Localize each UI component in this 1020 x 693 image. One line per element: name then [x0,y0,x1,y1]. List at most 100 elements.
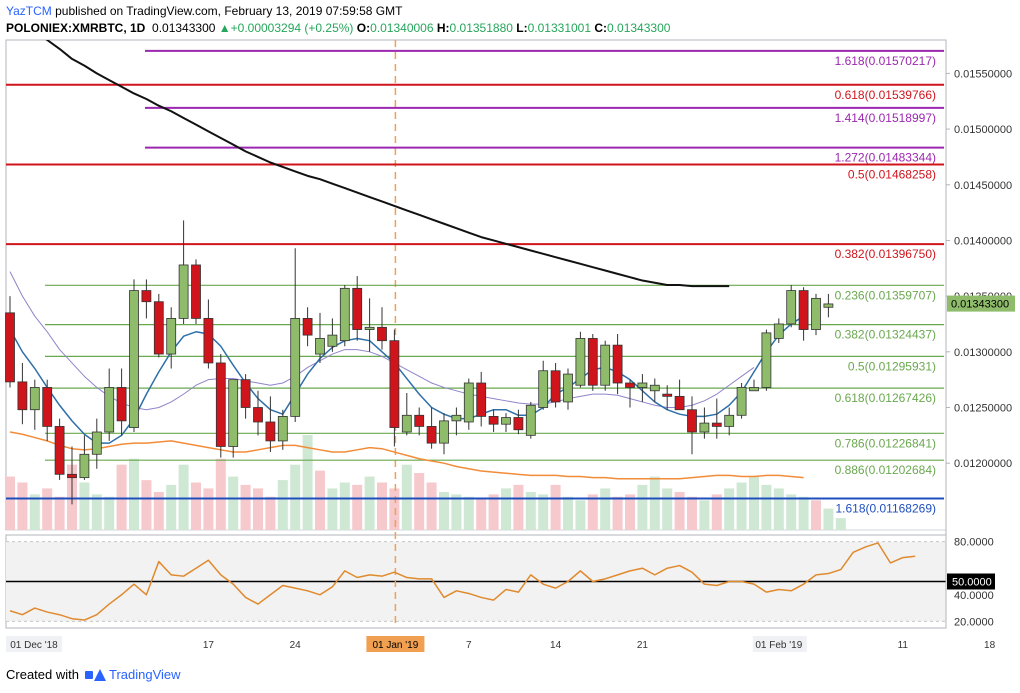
fib-level-label: 0.382(0.01324437) [835,328,936,342]
volume-bar [302,435,313,530]
candle-up [29,387,40,411]
candle-up [538,370,549,408]
x-tick-label: 17 [203,640,215,651]
open-value: 0.01340006 [370,21,434,35]
rsi-tick-label: 20.0000 [954,616,994,628]
candle-up [501,417,511,425]
volume-bar [662,488,673,530]
close-label: C: [594,21,608,35]
date-box [752,636,807,652]
candle-up [563,373,573,403]
volume-bar [786,494,797,530]
author-name[interactable]: YazTCM [6,4,52,18]
volume-bar [439,492,449,530]
y-tick-label: 0.01550000 [954,68,1012,80]
volume-bar [253,488,263,530]
sma-100-line [45,40,730,288]
volume-bar [637,484,648,530]
x-tick-label: 7 [466,640,472,651]
candle-up [277,416,288,442]
candle-up [315,338,325,355]
candle-up [401,414,412,433]
fib-level-label: 1.618(0.01570217) [835,54,936,68]
volume-bar [104,496,115,530]
candle-up [339,287,350,342]
candle-down [153,301,164,355]
fib-level-label: 1.272(0.01483344) [835,151,936,165]
candle-up [228,379,239,447]
candle-down [141,290,152,303]
volume-bar [42,488,53,530]
publish-text: published on TradingView.com, February 1… [51,4,403,18]
volume-bar [389,488,400,530]
fib-level-label: 0.5(0.01468258) [848,167,936,181]
candle-down [662,393,673,397]
volume-bar [17,482,28,530]
candle-down [253,407,263,423]
y-tick-label: 0.01400000 [954,235,1012,247]
x-tick-label: 11 [898,640,909,651]
volume-bar [674,492,685,530]
volume-bar [463,496,474,530]
candle-down [550,370,561,403]
symbol-label: POLONIEX:XMRBTC, 1D [6,21,146,35]
volume-bar [513,484,524,530]
candle-up [104,387,115,433]
y-tick-label: 0.01450000 [954,180,1012,192]
candle-up [761,332,772,388]
created-with-text: Created with [6,667,79,682]
volume-bar [476,499,487,530]
volume-bar [600,488,611,530]
candle-up [91,431,102,455]
candle-down [54,426,65,475]
volume-bar [823,508,834,530]
y-tick-label: 0.01250000 [954,403,1012,415]
volume-bar [587,494,598,530]
volume-bar [699,500,710,530]
tradingview-logo[interactable]: TradingView [84,667,181,682]
candle-down [389,340,400,428]
open-label: O: [356,21,371,35]
candle-up [364,326,375,330]
candle-down [711,422,722,427]
candle-down [116,387,127,422]
volume-bar [116,464,127,530]
candle-down [426,426,437,444]
volume-bar [265,496,276,530]
candle-down [240,379,251,408]
volume-bar [5,476,15,530]
volume-bar [364,476,375,530]
candle-up [439,420,449,444]
volume-bar [54,496,65,530]
volume-bar [773,488,784,530]
rsi-tick-label: 80.0000 [954,537,994,549]
x-tick-label: 18 [984,640,996,651]
volume-bar [426,482,437,530]
candle-up [525,404,536,436]
volume-bar [29,494,40,530]
volume-bar [129,458,139,530]
candle-down [476,382,487,417]
volume-bar [563,496,573,530]
ma-orange-line [9,431,804,480]
volume-bar [414,473,425,530]
rsi-level-label: 50.0000 [952,577,992,589]
candle-up [129,290,139,428]
fib-level-label: 1.618(0.01168269) [835,502,936,516]
volume-bar [91,494,102,530]
candle-down [587,338,598,386]
tradingview-brand: TradingView [108,667,181,682]
rsi-level-box [947,573,995,590]
date-highlight-box [366,636,425,652]
high-value: 0.01351880 [449,21,513,35]
volume-bar [711,494,722,530]
volume-bar [240,484,251,530]
candle-down [414,414,425,427]
volume-bar [625,494,635,530]
date-box [6,636,62,652]
candle-down [352,287,363,330]
volume-bar [749,476,759,530]
footer: Created with TradingView [6,667,181,682]
current-price-label: 0.01343300 [951,299,1009,311]
